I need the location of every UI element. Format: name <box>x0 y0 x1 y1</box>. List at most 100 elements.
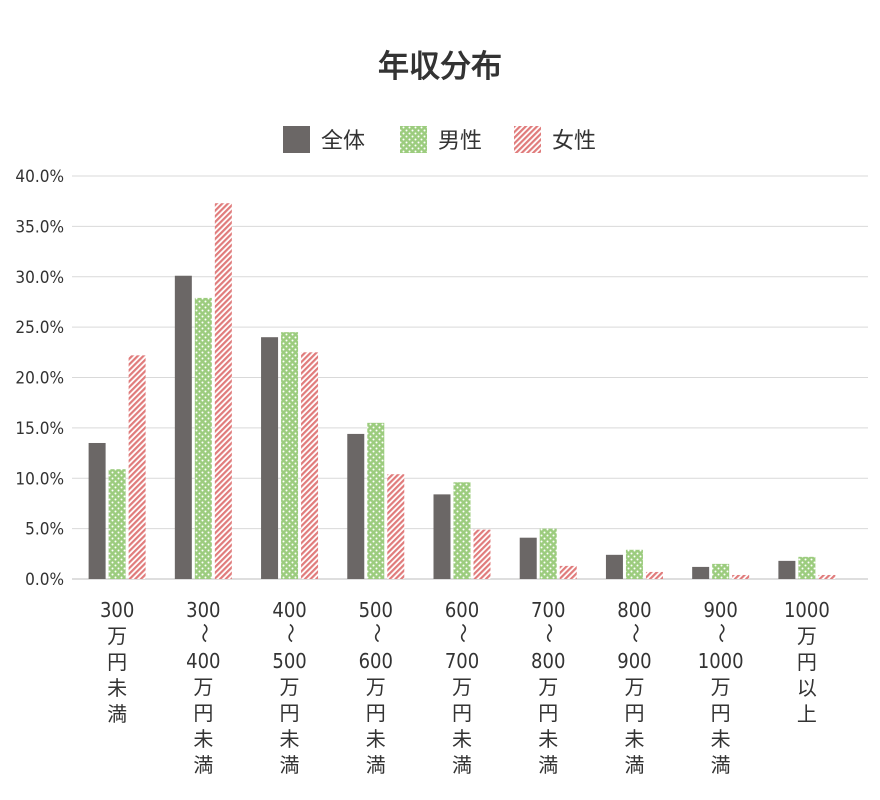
x-tick-line-5-6: 満 <box>538 753 558 777</box>
x-tick-line-7-0: 900 <box>703 598 737 622</box>
x-tick-line-4-4: 円 <box>452 701 472 725</box>
x-tick-line-3-6: 満 <box>366 753 386 777</box>
x-tick-line-5-3: 万 <box>538 675 558 699</box>
x-tick-line-4-5: 未 <box>452 727 472 751</box>
bar-0-8 <box>778 560 796 579</box>
chart-title: 年収分布 <box>378 49 502 85</box>
bar-2-7 <box>732 574 750 579</box>
x-tick-line-1-0: 300 <box>186 598 220 622</box>
x-tick-line-3-5: 未 <box>366 727 386 751</box>
bar-0-2 <box>261 337 279 579</box>
x-tick-line-6-2: 900 <box>617 649 651 673</box>
bar-0-1 <box>174 275 192 579</box>
x-tick-line-4-1: 〜 <box>451 623 475 643</box>
x-tick-line-4-6: 満 <box>452 753 472 777</box>
x-axis: 300万円未満300〜400万円未満400〜500万円未満500〜600万円未満… <box>100 598 830 777</box>
y-tick-label-3: 15.0% <box>15 419 64 439</box>
x-tick-line-1-2: 400 <box>186 649 220 673</box>
y-tick-label-6: 30.0% <box>15 268 64 288</box>
legend-label-0: 全体 <box>321 129 365 154</box>
x-tick-line-5-0: 700 <box>531 598 565 622</box>
x-tick-line-6-4: 円 <box>624 701 644 725</box>
bar-2-6 <box>645 571 663 579</box>
bar-1-4 <box>453 482 471 579</box>
x-tick-line-5-1: 〜 <box>537 623 561 643</box>
x-tick-line-1-6: 満 <box>193 753 213 777</box>
bar-0-3 <box>347 433 365 579</box>
x-tick-line-3-4: 円 <box>366 701 386 725</box>
bar-0-4 <box>433 494 451 579</box>
bar-1-8 <box>798 556 816 579</box>
x-tick-line-5-4: 円 <box>538 701 558 725</box>
bar-0-0 <box>88 442 106 579</box>
bar-1-5 <box>539 528 557 579</box>
x-tick-line-8-3: 以 <box>797 676 817 700</box>
x-tick-line-3-3: 万 <box>366 675 386 699</box>
x-tick-line-7-5: 未 <box>711 727 731 751</box>
bar-1-7 <box>712 563 730 579</box>
y-tick-label-1: 5.0% <box>25 520 64 540</box>
legend-label-1: 男性 <box>438 129 482 154</box>
x-tick-line-6-5: 未 <box>624 727 644 751</box>
x-tick-line-7-6: 満 <box>711 753 731 777</box>
bar-2-4 <box>473 529 491 579</box>
x-tick-line-1-3: 万 <box>193 675 213 699</box>
x-tick-line-3-0: 500 <box>359 598 393 622</box>
bar-1-6 <box>625 549 643 579</box>
x-tick-line-5-5: 未 <box>538 727 558 751</box>
legend-swatch-0 <box>283 126 310 153</box>
x-tick-line-2-0: 400 <box>272 598 306 622</box>
x-tick-line-8-1: 万 <box>797 624 817 648</box>
x-tick-line-2-6: 満 <box>280 753 300 777</box>
x-tick-line-2-2: 500 <box>272 649 306 673</box>
x-tick-line-4-3: 万 <box>452 675 472 699</box>
x-tick-line-4-0: 600 <box>445 598 479 622</box>
bar-1-1 <box>194 297 212 579</box>
x-tick-line-0-0: 300 <box>100 598 134 622</box>
x-tick-line-5-2: 800 <box>531 649 565 673</box>
bar-0-7 <box>692 566 710 579</box>
y-tick-label-2: 10.0% <box>15 469 64 489</box>
bar-2-5 <box>559 565 577 579</box>
x-tick-line-6-1: 〜 <box>623 623 647 643</box>
x-tick-line-3-1: 〜 <box>365 623 389 643</box>
x-tick-line-6-3: 万 <box>624 675 644 699</box>
legend-swatch-2 <box>514 126 541 153</box>
bar-2-3 <box>387 474 405 579</box>
x-tick-line-8-0: 1000 <box>784 598 830 622</box>
x-tick-line-1-4: 円 <box>193 701 213 725</box>
x-tick-line-0-2: 円 <box>107 650 127 674</box>
bar-0-5 <box>519 537 537 579</box>
x-tick-line-2-5: 未 <box>280 727 300 751</box>
bar-0-6 <box>605 554 623 579</box>
x-tick-line-8-4: 上 <box>797 702 817 726</box>
legend: 全体 男性 女性 <box>283 126 596 154</box>
y-tick-label-5: 25.0% <box>15 318 64 338</box>
x-tick-line-7-1: 〜 <box>710 623 734 643</box>
x-tick-line-1-5: 未 <box>193 727 213 751</box>
x-tick-line-7-3: 万 <box>711 675 731 699</box>
bars <box>88 203 836 579</box>
bar-2-0 <box>128 355 146 579</box>
x-tick-line-0-4: 満 <box>107 702 127 726</box>
x-tick-line-6-6: 満 <box>624 753 644 777</box>
bar-1-3 <box>367 422 385 579</box>
bar-1-2 <box>281 332 299 579</box>
y-tick-label-4: 20.0% <box>15 369 64 389</box>
x-tick-line-6-0: 800 <box>617 598 651 622</box>
x-tick-line-1-1: 〜 <box>192 623 216 643</box>
x-tick-line-4-2: 700 <box>445 649 479 673</box>
x-tick-line-3-2: 600 <box>359 649 393 673</box>
x-tick-line-7-2: 1000 <box>698 649 744 673</box>
legend-swatch-1 <box>400 126 427 153</box>
bar-2-2 <box>301 352 319 579</box>
